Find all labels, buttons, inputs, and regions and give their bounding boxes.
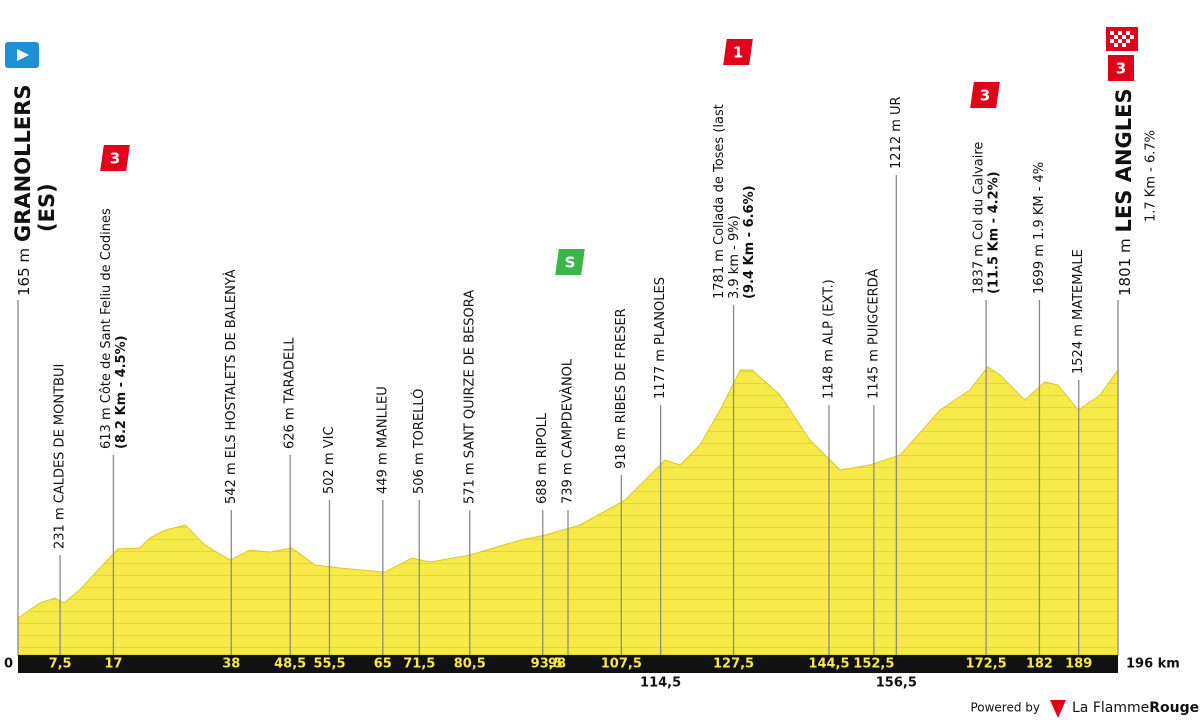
km-label: 38 [222,657,240,672]
start-label: 165 m GRANOLLERS [11,84,35,296]
waypoint-name: 231 m CALDES DE MONTBUI [53,364,68,549]
km-label: 17 [104,657,122,672]
finish-flag [1106,27,1138,51]
footer-brand-light: La Flamme [1072,700,1149,716]
km-label: 182 [1026,657,1053,672]
waypoint-name: 1781 m Collada de Toses (last [712,104,727,299]
finish-badge [1108,55,1134,81]
waypoint-name: 1699 m 1.9 KM - 4% [1032,162,1047,294]
waypoint-name: 1524 m MATEMALE [1071,249,1086,374]
km-bar [18,655,1118,673]
km-label: 71,5 [403,657,435,672]
waypoint-name: 542 m ELS HOSTALETS DE BALENYÀ [223,269,239,504]
climb-badge-label: 1 [733,44,743,62]
climb-badge [100,145,130,171]
waypoint-name: 613 m Côte de Sant Feliu de Codines [99,208,114,449]
waypoint-name: 1212 m UR [889,96,904,169]
finish-label: 1801 m LES ANGLES [1112,88,1136,296]
km-label: 127,5 [713,657,754,672]
waypoint-detail: (11.5 Km - 4.2%) [987,171,1002,294]
profile-area [17,366,1119,656]
waypoint-name: 1837 m Col du Calvaire [972,142,987,294]
km-label: 65 [374,657,392,672]
waypoint-name: 502 m VIC [322,426,337,494]
climb-badge-label: 3 [980,87,990,105]
x-tick-label: 196 km [1126,657,1180,672]
waypoint-name: 506 m TORELLÓ [411,389,427,494]
km-label: 80,5 [454,657,486,672]
km-label: 172,5 [966,657,1007,672]
climb-badge-label: S [565,254,576,272]
km-label: 48,5 [274,657,306,672]
footer-brand-bold: Rouge [1149,700,1199,716]
km-label: 93,5 [531,657,563,672]
km-label: 189 [1065,657,1092,672]
start-name: GRANOLLERS [11,84,35,242]
flamme-logo [1050,700,1066,718]
climb-badge [970,82,1000,108]
climb-badge [555,249,585,275]
km-label: 114,5 [640,676,681,691]
km-label: 156,5 [876,676,917,691]
waypoint-name: 1177 m PLANOLES [653,277,668,399]
x-tick-label: 0 [4,657,13,672]
start-country: (ES) [35,183,59,232]
finish-badge-label: 3 [1116,60,1126,78]
footer-powered: Powered by [970,701,1040,715]
waypoint-name: 1148 m ALP (EXT.) [821,279,836,399]
km-label: 107,5 [601,657,642,672]
waypoint-name: 688 m RIPOLL [535,412,550,504]
waypoint-name: 1145 m PUIGCERDÀ [865,269,881,399]
waypoint-name: 626 m TARADELL [283,337,298,449]
km-label: 152,5 [853,657,894,672]
climb-badge [723,39,753,65]
finish-name: LES ANGLES [1112,88,1136,232]
waypoint-detail: (9.4 Km - 6.6%) [742,185,757,299]
climb-badge-label: 3 [110,150,120,168]
start-alt: 165 m [15,248,33,296]
waypoint-detail: (8.2 Km - 4.5%) [114,335,129,449]
footer-brand: La FlammeRouge [1072,700,1199,716]
waypoint-name: 449 m MANLLEU [375,386,390,494]
start-icon [5,42,39,68]
waypoint-name: 918 m RIBES DE FRESER [614,308,629,469]
waypoint-name: 571 m SANT QUIRZE DE BESORA [462,290,477,504]
km-label: 144,5 [808,657,849,672]
finish-alt: 1801 m [1116,238,1134,296]
km-label: 55,5 [313,657,345,672]
km-label: 7,5 [49,657,72,672]
finish-note: 1.7 Km - 6.7% [1144,130,1159,222]
km-label: 98 [548,657,566,672]
waypoint-note: 3.9 km - 9%) [727,215,742,299]
waypoint-name: 739 m CAMPDEVÀNOL [560,358,576,504]
